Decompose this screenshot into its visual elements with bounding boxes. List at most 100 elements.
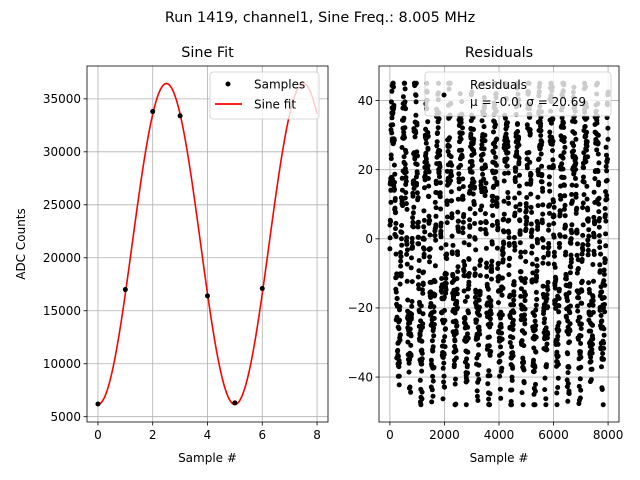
residual-point xyxy=(536,156,542,162)
residual-point xyxy=(397,304,403,310)
residual-point xyxy=(421,246,427,252)
residual-point xyxy=(590,341,595,347)
residual-point xyxy=(442,318,448,323)
residual-point xyxy=(491,129,496,135)
residual-point xyxy=(516,183,522,189)
residuals-xtick-label: 2000 xyxy=(429,428,460,442)
residual-point xyxy=(404,247,410,253)
residual-point xyxy=(428,295,434,300)
residual-point xyxy=(459,154,465,160)
residual-point xyxy=(534,268,540,274)
residual-point xyxy=(542,375,548,381)
residual-point xyxy=(442,334,448,340)
residual-point xyxy=(510,327,516,332)
residual-point xyxy=(517,218,523,224)
residual-point xyxy=(443,276,449,281)
residual-point xyxy=(559,161,565,167)
residual-point xyxy=(398,271,404,277)
residual-point xyxy=(515,129,521,134)
residual-point xyxy=(586,227,592,233)
residual-point xyxy=(388,199,394,205)
residual-point xyxy=(565,381,571,386)
residual-point xyxy=(495,221,500,227)
residual-point xyxy=(530,270,536,276)
residual-point xyxy=(585,247,591,253)
residual-point xyxy=(584,115,590,121)
residual-point xyxy=(472,211,478,217)
residual-point xyxy=(561,206,567,212)
residual-point xyxy=(403,175,409,180)
residual-point xyxy=(566,364,572,370)
residual-point xyxy=(482,132,488,138)
residual-point xyxy=(403,201,409,207)
residual-point xyxy=(590,298,596,304)
residual-point xyxy=(429,387,435,393)
residual-point xyxy=(432,199,438,205)
sample-point xyxy=(259,286,265,291)
residual-point xyxy=(475,352,481,358)
residual-point xyxy=(603,189,608,195)
residual-point xyxy=(500,245,506,251)
residual-point xyxy=(396,360,402,366)
residual-point xyxy=(423,140,429,146)
residual-point xyxy=(512,247,518,253)
residual-point xyxy=(510,317,516,323)
residual-point xyxy=(408,352,414,358)
residual-point xyxy=(429,338,435,344)
residual-point xyxy=(474,317,480,323)
residual-point xyxy=(528,221,534,227)
residual-point xyxy=(561,139,567,145)
residual-point xyxy=(389,88,395,94)
residual-point xyxy=(465,335,471,341)
residual-point xyxy=(399,145,405,150)
residual-point xyxy=(568,303,573,309)
residual-point xyxy=(397,337,403,343)
residual-point xyxy=(465,349,471,355)
residual-point xyxy=(414,162,420,167)
sample-point xyxy=(95,401,101,407)
residual-point xyxy=(451,362,457,368)
residual-point xyxy=(433,237,439,243)
residual-point xyxy=(501,211,507,217)
residual-point xyxy=(602,309,608,315)
residual-point xyxy=(550,148,555,154)
residual-point xyxy=(567,321,573,327)
residual-point xyxy=(485,381,491,387)
figure-suptitle: Run 1419, channel1, Sine Freq.: 8.005 MH… xyxy=(165,10,475,26)
residual-point xyxy=(602,212,608,218)
residual-point xyxy=(565,370,571,376)
residual-point xyxy=(493,122,498,128)
residual-point xyxy=(494,201,500,207)
residual-point xyxy=(458,136,464,142)
residual-point xyxy=(499,365,505,371)
residual-point xyxy=(532,327,538,333)
residuals-xtick-label: 8000 xyxy=(593,428,624,442)
residual-point xyxy=(583,159,589,165)
residual-point xyxy=(528,191,534,197)
sine-fit-legend-box xyxy=(209,71,320,120)
residual-point xyxy=(480,171,486,177)
residuals-xlabel: Sample # xyxy=(470,451,529,465)
residual-point xyxy=(538,151,544,157)
residual-point xyxy=(569,192,575,197)
residual-point xyxy=(411,204,417,210)
residual-point xyxy=(533,323,539,329)
residual-point xyxy=(443,326,448,332)
residual-point xyxy=(574,205,580,211)
residual-point xyxy=(535,203,541,209)
residual-point xyxy=(406,369,412,375)
residual-point xyxy=(486,334,492,340)
residual-point xyxy=(585,252,591,258)
residual-point xyxy=(523,226,529,232)
residual-point xyxy=(430,378,436,384)
residual-point xyxy=(589,366,595,372)
residual-point xyxy=(595,151,601,157)
residual-point xyxy=(494,245,500,251)
residual-point xyxy=(580,222,586,228)
residual-point xyxy=(466,279,472,285)
residual-point xyxy=(556,320,562,326)
residual-point xyxy=(412,134,418,140)
residual-point xyxy=(455,269,461,275)
residual-point xyxy=(433,213,439,219)
residual-point xyxy=(562,213,568,219)
